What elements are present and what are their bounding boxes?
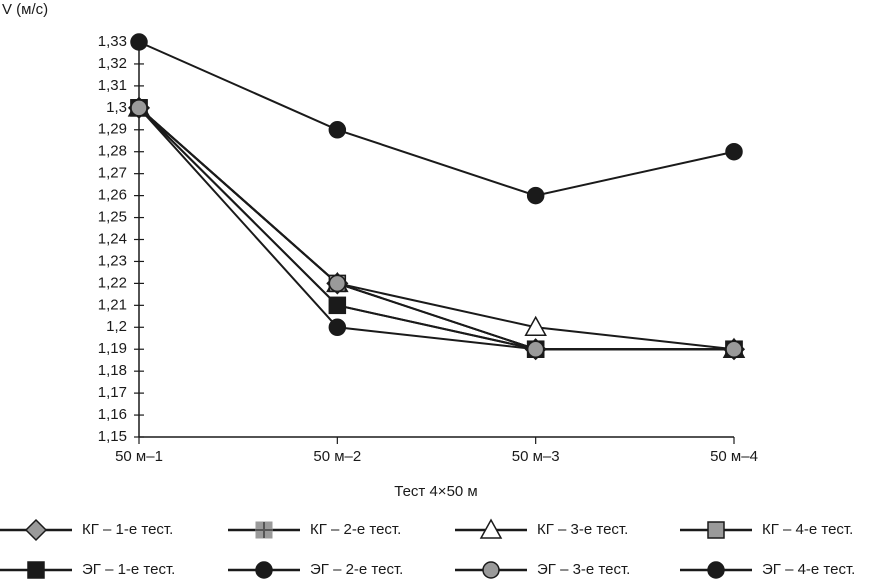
data-point — [328, 274, 347, 293]
y-tick-label: 1,21 — [98, 296, 127, 313]
y-tick-label: 1,31 — [98, 77, 127, 94]
y-tick-label: 1,28 — [98, 143, 127, 160]
data-point — [526, 186, 545, 205]
legend-label: ЭГ – 1-е тест. — [82, 561, 175, 578]
legend-marker — [479, 518, 503, 539]
legend-marker — [27, 561, 45, 579]
y-tick-label: 1,3 — [106, 99, 127, 116]
y-tick-label: 1,29 — [98, 121, 127, 138]
series-line — [138, 107, 734, 351]
data-point — [524, 315, 547, 337]
legend-label: ЭГ – 3-е тест. — [537, 561, 630, 578]
series-line — [138, 107, 734, 351]
y-tick-label: 1,18 — [98, 362, 127, 379]
y-tick-label: 1,33 — [98, 33, 127, 50]
x-tick-label: 50 м–2 — [313, 448, 361, 465]
legend-marker — [24, 518, 48, 542]
series-line — [138, 41, 735, 197]
y-tick-label: 1,27 — [98, 165, 127, 182]
y-tick-label: 1,16 — [98, 406, 127, 423]
y-tick-label: 1,25 — [98, 209, 127, 226]
legend-marker — [482, 561, 500, 579]
y-tick-label: 1,2 — [106, 318, 127, 335]
legend-marker — [255, 561, 273, 579]
series-line — [138, 107, 734, 351]
data-point — [130, 99, 148, 117]
data-point — [328, 296, 347, 315]
x-tick-label: 50 м–4 — [710, 448, 758, 465]
y-tick-label: 1,22 — [98, 274, 127, 291]
y-tick-label: 1,26 — [98, 187, 127, 204]
legend-label: КГ – 1-е тест. — [82, 521, 173, 538]
data-point — [725, 340, 743, 358]
legend-marker — [255, 521, 273, 539]
x-tick-label: 50 м–3 — [512, 448, 560, 465]
data-point — [526, 340, 545, 358]
data-point — [130, 33, 148, 51]
legend-label: ЭГ – 4-е тест. — [762, 561, 855, 578]
series-line — [138, 107, 734, 351]
legend-label: КГ – 2-е тест. — [310, 521, 401, 538]
y-tick-label: 1,19 — [98, 340, 127, 357]
data-point — [328, 318, 347, 337]
data-point — [725, 142, 743, 161]
series-line — [138, 107, 734, 351]
legend-label: КГ – 4-е тест. — [762, 521, 853, 538]
y-axis-title: V (м/с) — [2, 1, 48, 18]
series-line — [138, 107, 735, 351]
y-tick-label: 1,32 — [98, 55, 127, 72]
x-tick-label: 50 м–1 — [115, 448, 163, 465]
legend-marker — [707, 521, 725, 539]
data-point — [328, 121, 347, 139]
legend-label: КГ – 3-е тест. — [537, 521, 628, 538]
x-axis-title: Тест 4×50 м — [394, 483, 477, 500]
legend-marker — [707, 561, 725, 579]
y-tick-label: 1,15 — [98, 428, 127, 445]
y-tick-label: 1,24 — [98, 230, 127, 247]
y-tick-label: 1,17 — [98, 384, 127, 401]
y-tick-label: 1,23 — [98, 252, 127, 269]
legend-label: ЭГ – 2-е тест. — [310, 561, 403, 578]
series-line — [138, 107, 734, 351]
